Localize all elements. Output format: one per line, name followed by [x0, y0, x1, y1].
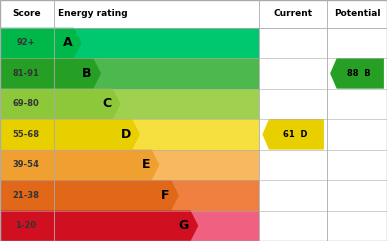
Text: 55-68: 55-68 — [12, 130, 39, 139]
Text: B: B — [82, 67, 92, 80]
Text: 81-91: 81-91 — [12, 69, 39, 78]
Text: E: E — [142, 158, 150, 171]
Polygon shape — [0, 211, 198, 241]
Bar — [0, 150, 259, 180]
Text: A: A — [63, 36, 72, 49]
Text: 39-54: 39-54 — [12, 160, 39, 169]
Polygon shape — [0, 28, 82, 58]
Text: G: G — [179, 219, 189, 232]
Bar — [0, 58, 259, 89]
Text: Score: Score — [13, 9, 41, 18]
Text: 88  B: 88 B — [347, 69, 371, 78]
Text: 61  D: 61 D — [283, 130, 307, 139]
Bar — [0, 89, 259, 119]
Text: C: C — [102, 97, 111, 110]
Text: Potential: Potential — [334, 9, 380, 18]
Bar — [0, 211, 259, 241]
Text: D: D — [120, 128, 131, 141]
Bar — [0, 28, 259, 58]
Polygon shape — [0, 89, 120, 119]
Polygon shape — [0, 58, 101, 89]
Text: Energy rating: Energy rating — [58, 9, 128, 18]
Polygon shape — [262, 119, 324, 150]
Text: 92+: 92+ — [17, 39, 35, 47]
Polygon shape — [0, 119, 140, 150]
Text: F: F — [161, 189, 170, 202]
Text: 69-80: 69-80 — [13, 99, 39, 108]
Text: Current: Current — [274, 9, 313, 18]
Polygon shape — [0, 180, 179, 211]
Bar — [0, 119, 259, 150]
Text: 21-38: 21-38 — [12, 191, 39, 200]
Polygon shape — [330, 58, 384, 89]
Polygon shape — [0, 150, 159, 180]
Text: 1-20: 1-20 — [15, 221, 36, 230]
Bar — [0, 180, 259, 211]
